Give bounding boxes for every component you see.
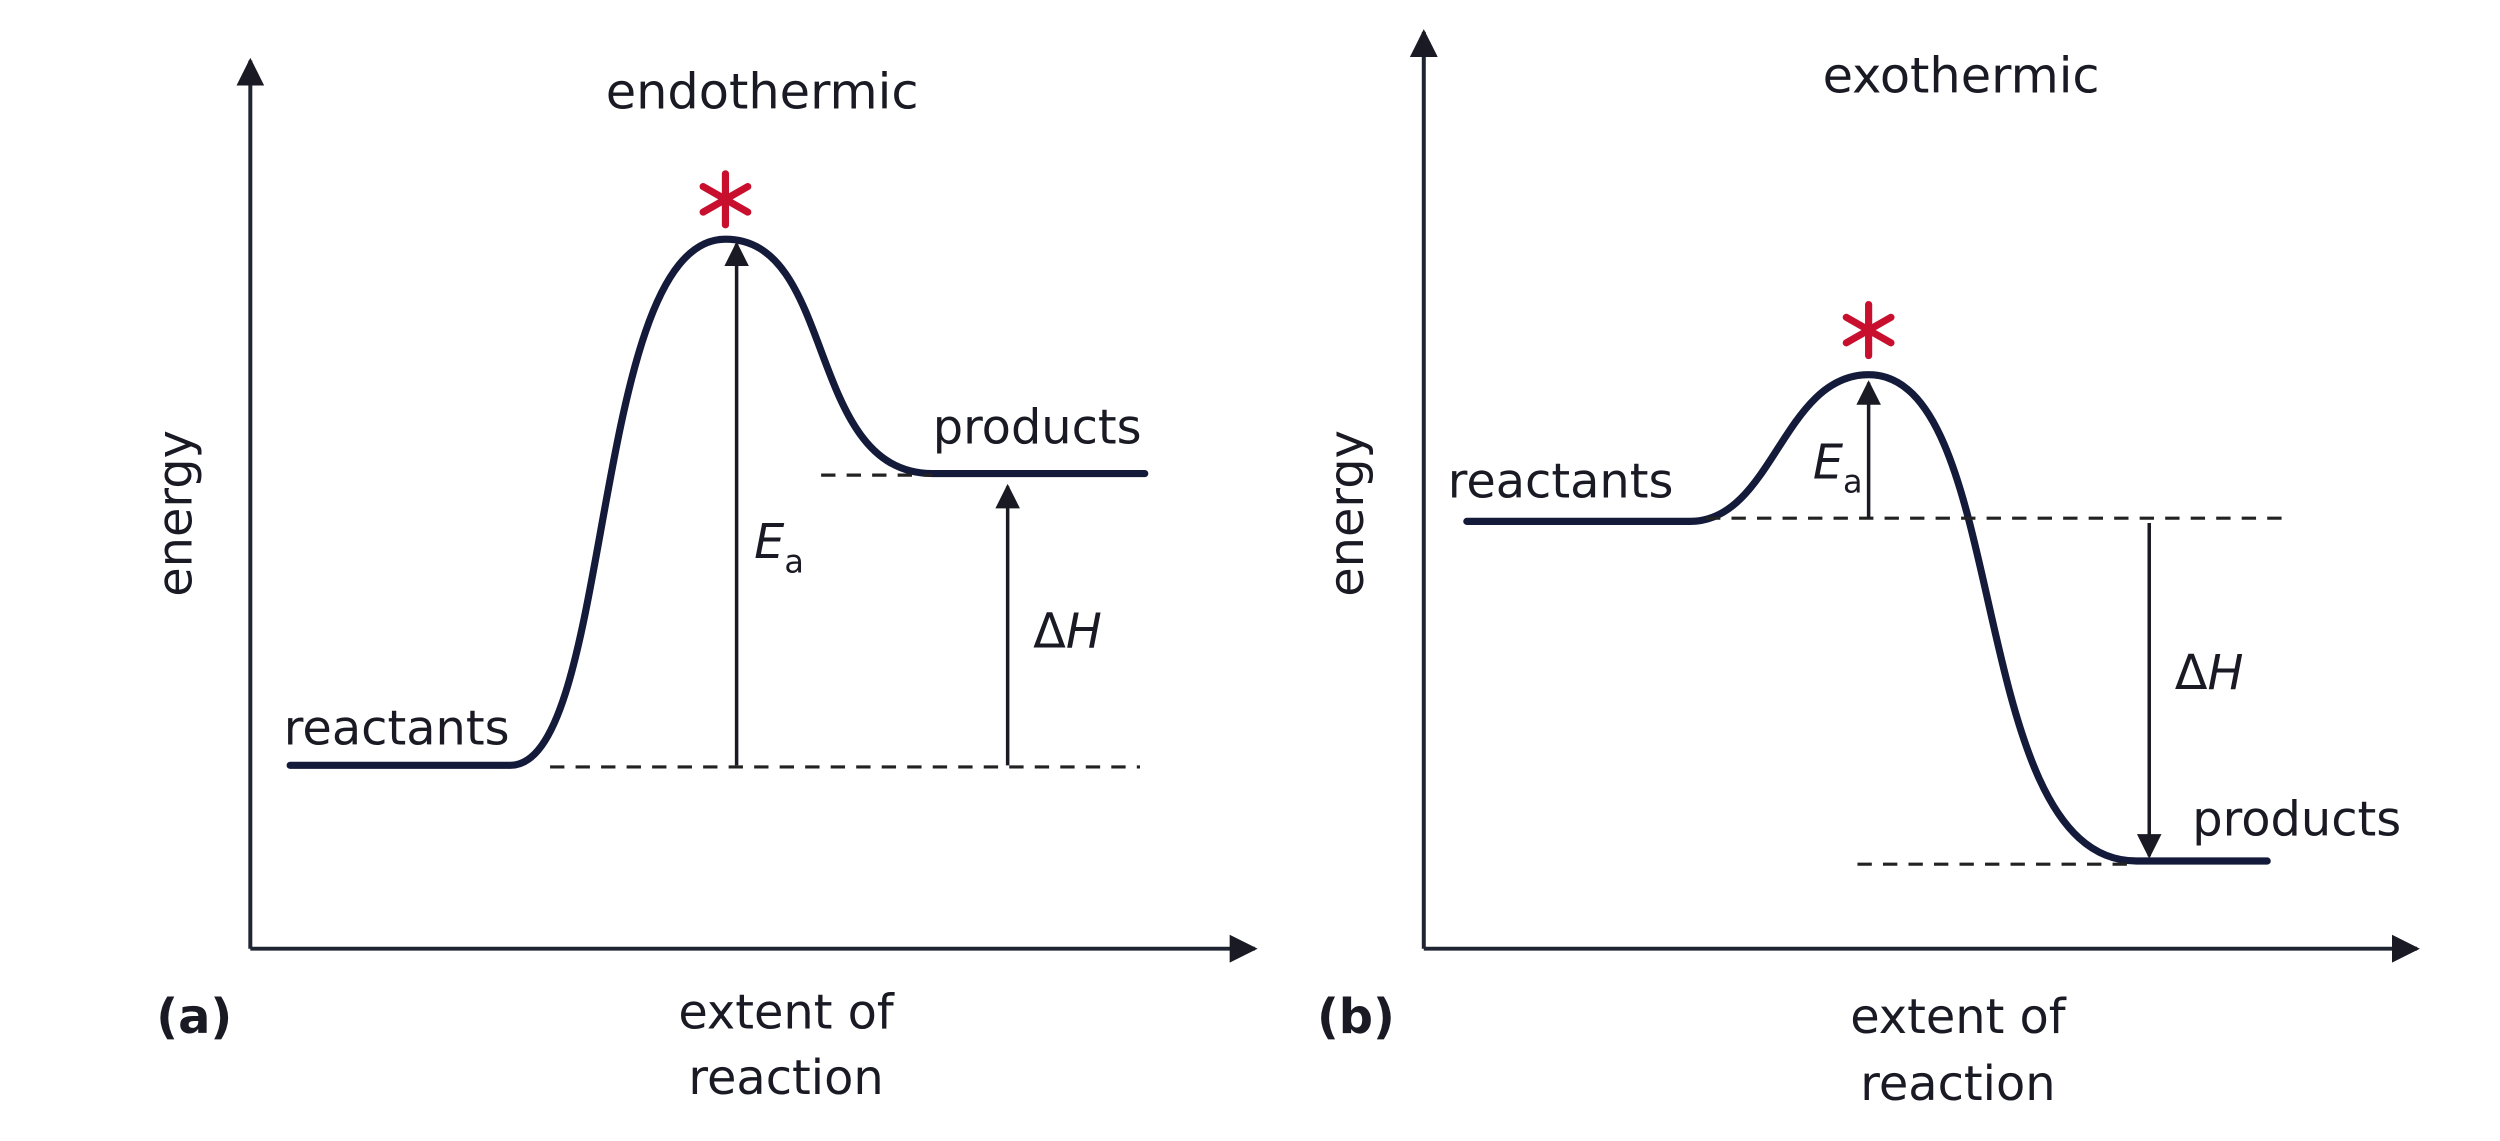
dh-label: ΔH	[2175, 646, 2244, 701]
dh-prefix: Δ	[2175, 646, 2208, 701]
x-axis-label: extent of	[678, 985, 895, 1040]
x-axis-label: reaction	[688, 1051, 883, 1106]
dh-prefix: Δ	[1033, 604, 1066, 659]
dh-label: ΔH	[1033, 604, 1102, 659]
ea-subscript: a	[1843, 463, 1863, 501]
panel-title: exothermic	[1823, 47, 2100, 105]
x-axis-label: extent of	[1850, 990, 2067, 1045]
y-axis-label: energy	[148, 430, 203, 597]
y-axis-label: energy	[1320, 430, 1375, 597]
energy-curve	[286, 235, 1149, 769]
panel-a: endothermic energy (a) extent of reactio…	[148, 57, 1258, 1106]
x-axis-label: reaction	[1860, 1057, 2055, 1112]
panel-b: exothermic energy (b) extent of reaction…	[1317, 29, 2420, 1112]
products-label: products	[2192, 792, 2401, 847]
reactants-label: reactants	[284, 702, 510, 757]
ea-subscript: a	[784, 542, 804, 580]
panel-title: endothermic	[606, 62, 919, 120]
panel-label: (a)	[156, 990, 232, 1045]
ea-symbol: E	[754, 515, 785, 570]
ea-label: Ea	[1813, 435, 1863, 500]
transition-state-marker	[1842, 300, 1895, 360]
dh-symbol: H	[1066, 604, 1102, 659]
dh-symbol: H	[2207, 646, 2243, 701]
ea-label: Ea	[754, 515, 804, 580]
panel-label: (b)	[1317, 990, 1395, 1045]
reactants-label: reactants	[1448, 454, 1674, 509]
energy-curve	[1463, 371, 2271, 865]
ea-symbol: E	[1813, 435, 1844, 490]
products-label: products	[933, 400, 1142, 455]
transition-state-marker	[699, 170, 752, 229]
